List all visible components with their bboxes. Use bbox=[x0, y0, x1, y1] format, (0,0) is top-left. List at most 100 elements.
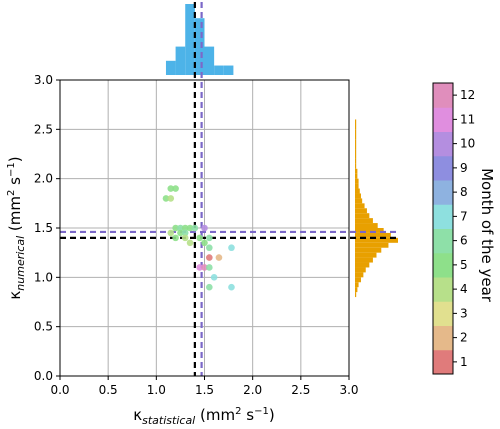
colorbar-tick-label: 6 bbox=[460, 234, 468, 248]
right-histogram-bar bbox=[355, 252, 377, 258]
x-tick-label: 0.5 bbox=[99, 383, 118, 397]
y-tick-label: 1.0 bbox=[34, 270, 53, 284]
right-histogram-bar bbox=[355, 247, 382, 253]
y-axis-label-unit-mid: s bbox=[6, 177, 24, 190]
colorbar-segment bbox=[433, 301, 453, 326]
right-histogram-bar bbox=[355, 168, 358, 174]
scatter-point bbox=[196, 264, 203, 271]
colorbar-segment bbox=[433, 277, 453, 302]
colorbar-segment bbox=[433, 180, 453, 205]
colorbar-tick-label: 11 bbox=[460, 112, 475, 126]
scatter-point bbox=[228, 244, 235, 252]
right-histogram-bar bbox=[355, 277, 361, 283]
scatter-point bbox=[167, 229, 175, 237]
top-histogram bbox=[165, 4, 234, 75]
right-histogram-bar bbox=[355, 232, 391, 238]
scatter-point bbox=[177, 224, 184, 232]
colorbar-segment bbox=[433, 131, 453, 157]
x-axis-label-unit-sup: 2 bbox=[235, 406, 241, 417]
right-histogram-bar bbox=[355, 173, 358, 179]
x-tick-label: 1.5 bbox=[195, 383, 214, 397]
x-axis-label-unit-mid: s bbox=[241, 406, 254, 424]
right-histogram-bar bbox=[355, 287, 358, 293]
scatter-point bbox=[191, 224, 199, 232]
colorbar-tick-label: 1 bbox=[460, 355, 468, 369]
right-histogram-bar bbox=[355, 292, 357, 298]
top-histogram-bar bbox=[204, 46, 215, 75]
colorbar-segment bbox=[433, 228, 453, 254]
scatter-point bbox=[186, 224, 194, 232]
colorbar-frame bbox=[432, 82, 454, 375]
scatter-point bbox=[201, 239, 208, 247]
colorbar-label: Month of the year bbox=[478, 168, 496, 303]
scatter-points bbox=[162, 185, 235, 291]
x-tick-label: 2.5 bbox=[291, 383, 310, 397]
y-axis-label-unit-sup2: −1 bbox=[6, 162, 17, 177]
scatter-point bbox=[167, 185, 175, 192]
colorbar-tick-label: 10 bbox=[460, 137, 475, 151]
y-axis-label-unit-end: ) bbox=[6, 156, 24, 162]
scatter-point bbox=[186, 239, 194, 247]
right-histogram-bar bbox=[355, 242, 389, 248]
right-histogram-bar bbox=[355, 178, 359, 184]
scatter-point bbox=[201, 264, 208, 271]
colorbar-segment bbox=[433, 83, 453, 108]
scatter-point bbox=[181, 234, 189, 242]
y-tick-label: 2.0 bbox=[34, 172, 53, 186]
right-histogram-bar bbox=[355, 237, 398, 243]
x-axis-ticks: 0.0 0.5 1.0 1.5 2.0 2.5 3.0 bbox=[50, 376, 359, 397]
right-histogram-bar bbox=[355, 139, 357, 150]
right-histogram-bar bbox=[355, 267, 366, 273]
x-axis-label-subscript: statistical bbox=[142, 414, 195, 427]
x-tick-label: 0.0 bbox=[50, 383, 69, 397]
right-histogram-bar bbox=[355, 198, 363, 204]
top-histogram-bar bbox=[175, 46, 186, 75]
colorbar-segment bbox=[433, 349, 453, 375]
x-axis-label-symbol: κ bbox=[133, 406, 142, 424]
scatter-point bbox=[172, 234, 179, 242]
colorbar-segment bbox=[433, 107, 453, 132]
scatter-point bbox=[167, 195, 175, 202]
y-tick-label: 3.0 bbox=[34, 73, 53, 87]
y-tick-label: 2.5 bbox=[34, 122, 53, 136]
y-axis-ticks: 0.0 0.5 1.0 1.5 2.0 2.5 3.0 bbox=[34, 73, 60, 383]
y-tick-label: 0.0 bbox=[34, 369, 53, 383]
right-histogram-bar bbox=[355, 223, 378, 228]
right-histogram-bar bbox=[355, 282, 359, 288]
right-histogram-bar bbox=[355, 149, 357, 159]
scatter-point bbox=[206, 254, 213, 261]
colorbar-tick-label: 4 bbox=[460, 282, 468, 296]
y-tick-label: 0.5 bbox=[34, 320, 53, 334]
scatter-point bbox=[206, 283, 213, 291]
scatter-point bbox=[206, 234, 213, 242]
right-histogram-bar bbox=[355, 228, 384, 233]
right-histogram-bar bbox=[355, 163, 357, 169]
colorbar-segment bbox=[433, 252, 453, 278]
top-histogram-bar bbox=[194, 18, 205, 75]
x-axis-label: κstatistical (mm2 s−1) bbox=[133, 406, 274, 427]
y-axis-label: κnumerical (mm2 s−1) bbox=[6, 156, 27, 299]
colorbar-tick-label: 5 bbox=[460, 258, 468, 272]
scatter-point bbox=[181, 229, 189, 237]
colorbar-tick-label: 2 bbox=[460, 331, 468, 345]
x-axis-label-unit-end: ) bbox=[269, 406, 275, 424]
colorbar-tick-label: 9 bbox=[460, 161, 468, 175]
top-histogram-bar bbox=[214, 65, 224, 75]
colorbar bbox=[432, 82, 454, 375]
right-histogram-bar bbox=[355, 208, 367, 214]
x-tick-label: 3.0 bbox=[339, 383, 358, 397]
scatter-point bbox=[177, 229, 184, 237]
right-histogram-bar bbox=[355, 188, 360, 194]
right-histogram-bar bbox=[355, 183, 359, 189]
y-axis-label-unit-sup: 2 bbox=[6, 190, 17, 196]
scatter-point bbox=[206, 264, 213, 271]
y-axis-label-symbol: κ bbox=[6, 291, 24, 300]
right-histogram-bar bbox=[355, 129, 357, 140]
scatter-point bbox=[210, 274, 218, 281]
scatter-point bbox=[215, 254, 223, 261]
colorbar-segment bbox=[433, 155, 453, 181]
colorbar-tick-label: 7 bbox=[460, 209, 468, 223]
right-histogram-bar bbox=[355, 213, 370, 219]
